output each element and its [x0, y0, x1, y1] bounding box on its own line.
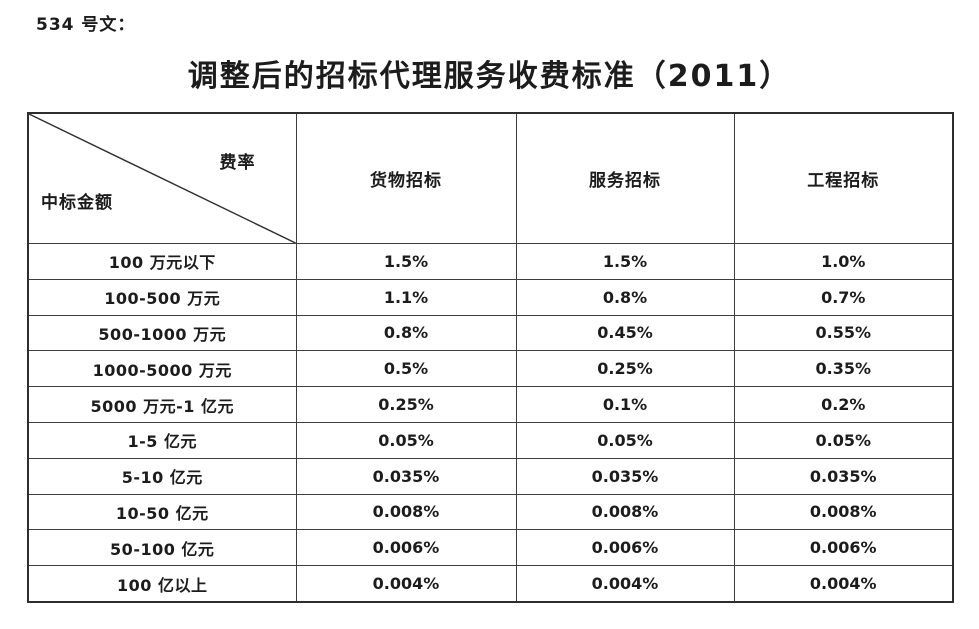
table-row: 100-500 万元 1.1% 0.8% 0.7% — [27, 278, 954, 316]
rate-cell: 0.05% — [515, 421, 735, 459]
rate-cell: 0.2% — [733, 386, 954, 423]
rate-cell: 0.25% — [295, 386, 517, 423]
amount-range-cell: 5000 万元-1 亿元 — [27, 386, 297, 423]
rate-cell: 0.004% — [515, 565, 735, 603]
document-number-label: 534 号文： — [36, 15, 136, 35]
table-row: 5-10 亿元 0.035% 0.035% 0.035% — [27, 457, 954, 495]
rate-cell: 0.8% — [295, 314, 517, 352]
page-title: 调整后的招标代理服务收费标准（2011） — [187, 59, 792, 94]
amount-range-cell: 1-5 亿元 — [27, 421, 297, 459]
table-header-row: 费率 中标金额 货物招标 服务招标 工程招标 — [27, 112, 954, 244]
table-row: 5000 万元-1 亿元 0.25% 0.1% 0.2% — [27, 386, 954, 423]
table-row: 10-50 亿元 0.008% 0.008% 0.008% — [27, 493, 954, 531]
rate-cell: 0.008% — [733, 493, 954, 531]
rate-cell: 0.35% — [733, 350, 954, 388]
rate-cell: 1.1% — [295, 278, 517, 316]
rate-cell: 1.0% — [733, 243, 954, 280]
amount-range-cell: 10-50 亿元 — [27, 493, 297, 531]
column-header-engineering: 工程招标 — [733, 112, 954, 244]
fee-rate-table: 费率 中标金额 货物招标 服务招标 工程招标 100 万元以下 1.5% 1.5… — [27, 112, 954, 603]
rate-cell: 0.05% — [295, 421, 517, 459]
column-header-service: 服务招标 — [515, 112, 735, 244]
amount-range-cell: 50-100 亿元 — [27, 529, 297, 567]
column-header-goods: 货物招标 — [295, 112, 517, 244]
rate-cell: 0.7% — [733, 278, 954, 316]
table-row: 1000-5000 万元 0.5% 0.25% 0.35% — [27, 350, 954, 388]
table-row: 500-1000 万元 0.8% 0.45% 0.55% — [27, 314, 954, 352]
rate-cell: 0.035% — [733, 457, 954, 495]
amount-range-cell: 5-10 亿元 — [27, 457, 297, 495]
rate-cell: 0.55% — [733, 314, 954, 352]
rate-cell: 0.5% — [295, 350, 517, 388]
rate-cell: 0.006% — [515, 529, 735, 567]
table-row: 50-100 亿元 0.006% 0.006% 0.006% — [27, 529, 954, 567]
corner-header-cell: 费率 中标金额 — [27, 112, 297, 244]
amount-range-cell: 100 万元以下 — [27, 243, 297, 280]
rate-cell: 0.004% — [295, 565, 517, 603]
rate-cell: 0.25% — [515, 350, 735, 388]
amount-range-cell: 500-1000 万元 — [27, 314, 297, 352]
rate-cell: 0.1% — [515, 386, 735, 423]
rate-cell: 0.006% — [295, 529, 517, 567]
rate-cell: 0.008% — [515, 493, 735, 531]
rate-cell: 1.5% — [515, 243, 735, 280]
amount-range-cell: 100-500 万元 — [27, 278, 297, 316]
corner-label-rate: 费率 — [219, 153, 256, 173]
amount-range-cell: 100 亿以上 — [27, 565, 297, 603]
rate-cell: 0.006% — [733, 529, 954, 567]
table-row: 100 万元以下 1.5% 1.5% 1.0% — [27, 243, 954, 280]
rate-cell: 0.45% — [515, 314, 735, 352]
rate-cell: 0.05% — [733, 421, 954, 459]
rate-cell: 0.035% — [515, 457, 735, 495]
rate-cell: 0.004% — [733, 565, 954, 603]
diagonal-divider-line — [29, 114, 296, 243]
table-row: 1-5 亿元 0.05% 0.05% 0.05% — [27, 421, 954, 459]
rate-cell: 0.008% — [295, 493, 517, 531]
table-row: 100 亿以上 0.004% 0.004% 0.004% — [27, 565, 954, 603]
rate-cell: 1.5% — [295, 243, 517, 280]
corner-label-amount: 中标金额 — [41, 193, 113, 213]
amount-range-cell: 1000-5000 万元 — [27, 350, 297, 388]
rate-cell: 0.8% — [515, 278, 735, 316]
rate-cell: 0.035% — [295, 457, 517, 495]
